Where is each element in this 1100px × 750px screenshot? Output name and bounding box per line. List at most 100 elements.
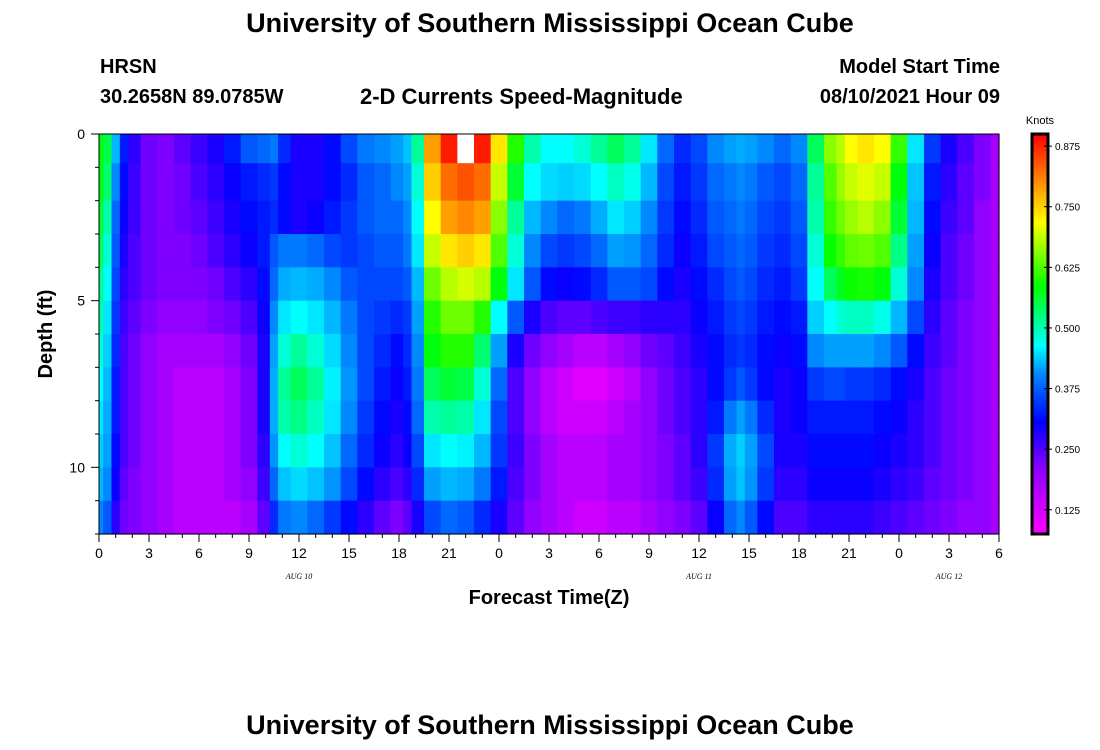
heatmap-cell <box>640 434 658 468</box>
heatmap-cell <box>574 163 592 202</box>
heatmap-cell <box>290 334 308 368</box>
heatmap-cell <box>790 500 808 535</box>
heatmap-cell <box>540 300 558 335</box>
heatmap-cell <box>457 334 475 368</box>
heatmap-cell <box>411 334 425 368</box>
heatmap-cell <box>690 367 708 402</box>
heatmap-cell <box>707 134 725 164</box>
heatmap-cell <box>607 300 625 335</box>
model-start-value: 08/10/2021 Hour 09 <box>819 86 1000 108</box>
heatmap-cell <box>190 367 208 402</box>
heatmap-cell <box>807 163 825 202</box>
heatmap-cell <box>307 200 325 235</box>
heatmap-cell <box>174 300 192 335</box>
heatmap-cell <box>807 267 825 302</box>
heatmap-cell <box>269 367 279 402</box>
heatmap-cell <box>157 200 175 235</box>
heatmap-cell <box>340 267 358 302</box>
heatmap-cell <box>257 200 271 235</box>
heatmap-cell <box>657 234 675 268</box>
heatmap-cell <box>257 134 271 164</box>
heatmap-cell <box>844 200 858 235</box>
heatmap-cell <box>824 434 838 468</box>
heatmap-cell <box>874 400 892 435</box>
heatmap-cell <box>924 163 942 202</box>
heatmap-cell <box>490 200 508 235</box>
heatmap-cell <box>974 367 992 402</box>
x-tick-label: 6 <box>195 545 203 561</box>
heatmap-cell <box>128 400 142 435</box>
heatmap-cell <box>278 467 292 502</box>
heatmap-cell <box>774 367 792 402</box>
heatmap-cell <box>940 134 958 164</box>
heatmap-cell <box>411 267 425 302</box>
heatmap-cell <box>657 267 675 302</box>
heatmap-cell <box>457 500 475 535</box>
heatmap-cell <box>990 267 1000 302</box>
heatmap-cell <box>857 300 875 335</box>
heatmap-cell <box>157 163 175 202</box>
heatmap-cell <box>457 367 475 402</box>
heatmap-cell <box>374 234 392 268</box>
heatmap-cell <box>724 267 738 302</box>
heatmap-cell <box>374 400 392 435</box>
heatmap-cell <box>557 367 575 402</box>
heatmap-cell <box>736 500 746 535</box>
heatmap-cell <box>640 500 658 535</box>
heatmap-cell <box>507 334 525 368</box>
heatmap-cell <box>857 234 875 268</box>
heatmap-cell <box>103 234 113 268</box>
heatmap-cell <box>836 434 846 468</box>
heatmap-cell <box>924 300 942 335</box>
heatmap-cell <box>690 234 708 268</box>
heatmap-cell <box>836 367 846 402</box>
heatmap-cell <box>157 334 175 368</box>
heatmap-cell <box>857 163 875 202</box>
heatmap-cell <box>290 300 308 335</box>
heatmap-cell <box>574 467 592 502</box>
heatmap-cell <box>707 467 725 502</box>
heatmap-cell <box>874 134 892 164</box>
heatmap-cell <box>269 267 279 302</box>
heatmap-cell <box>207 267 225 302</box>
colorbar-tick-label: 0.250 <box>1055 445 1080 456</box>
heatmap-cell <box>836 300 846 335</box>
x-tick-label: 15 <box>341 545 357 561</box>
heatmap-cell <box>174 434 192 468</box>
heatmap-cell <box>540 163 558 202</box>
heatmap-cell <box>424 334 442 368</box>
heatmap-cell <box>990 434 1000 468</box>
heatmap-cell <box>474 200 492 235</box>
heatmap-cell <box>340 200 358 235</box>
heatmap-cell <box>128 300 142 335</box>
heatmap-cell <box>707 267 725 302</box>
heatmap-cell <box>557 400 575 435</box>
heatmap-cell <box>757 367 775 402</box>
heatmap-cell <box>990 200 1000 235</box>
heatmap-cell <box>607 467 625 502</box>
heatmap-cell <box>657 200 675 235</box>
heatmap-cell <box>744 200 758 235</box>
heatmap-cell <box>457 234 475 268</box>
heatmap-cell <box>357 367 375 402</box>
heatmap-cell <box>224 134 242 164</box>
colorbar: Knots 0.875 0.750 0.625 0.500 0.375 0.250 0.12… <box>1026 115 1080 536</box>
heatmap-cell <box>724 467 738 502</box>
heatmap-cell <box>574 200 592 235</box>
heatmap-cell <box>940 300 958 335</box>
heatmap-cell <box>957 163 975 202</box>
heatmap-cell <box>403 367 413 402</box>
heatmap-cell <box>474 300 492 335</box>
heatmap-cell <box>224 434 242 468</box>
heatmap-cell <box>557 434 575 468</box>
heatmap-cell <box>974 334 992 368</box>
colorbar-scale <box>1030 132 1050 536</box>
station-coordinates: 30.2658N 89.0785W <box>100 86 284 108</box>
heatmap-cell <box>140 163 158 202</box>
heatmap-cell <box>190 500 208 535</box>
heatmap-cell <box>224 300 242 335</box>
heatmap-cell <box>257 500 271 535</box>
heatmap-cell <box>707 334 725 368</box>
heatmap-cell <box>474 367 492 402</box>
heatmap-cell <box>690 467 708 502</box>
